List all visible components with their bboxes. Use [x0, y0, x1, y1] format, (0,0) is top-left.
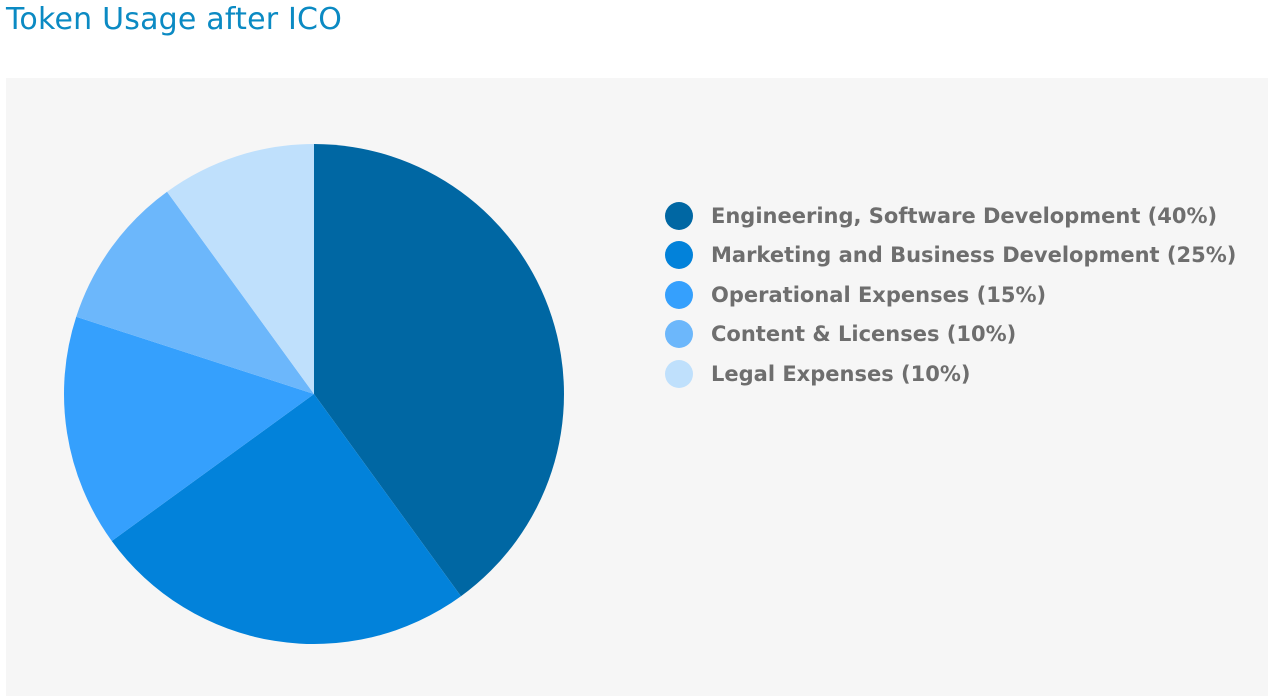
- chart-panel: Engineering, Software Development (40%) M…: [6, 78, 1268, 696]
- legend-item[interactable]: Marketing and Business Development (25%): [665, 236, 1236, 276]
- chart-title: Token Usage after ICO: [6, 2, 343, 37]
- pie-slice-5[interactable]: [167, 144, 314, 394]
- legend-swatch-icon: [665, 201, 693, 230]
- pie-chart: [62, 142, 566, 646]
- legend-swatch-icon: [665, 359, 693, 388]
- pie-slice-2[interactable]: [111, 394, 461, 644]
- pie-slice-3[interactable]: [64, 316, 314, 541]
- legend-label: Legal Expenses (10%): [711, 361, 971, 386]
- legend-item[interactable]: Engineering, Software Development (40%): [665, 196, 1236, 236]
- legend-item[interactable]: Content & Licenses (10%): [665, 315, 1236, 355]
- legend-swatch-icon: [665, 241, 693, 270]
- legend-label: Marketing and Business Development (25%): [711, 243, 1237, 268]
- legend-label: Operational Expenses (15%): [711, 282, 1047, 307]
- pie-slice-1[interactable]: [314, 144, 564, 597]
- pie-chart-svg: [64, 144, 564, 644]
- legend-swatch-icon: [665, 280, 693, 309]
- chart-legend: Engineering, Software Development (40%) M…: [665, 196, 1236, 394]
- legend-swatch-icon: [665, 320, 693, 349]
- legend-label: Engineering, Software Development (40%): [711, 203, 1218, 228]
- legend-item[interactable]: Operational Expenses (15%): [665, 275, 1236, 315]
- pie-slice-4[interactable]: [76, 191, 315, 394]
- legend-label: Content & Licenses (10%): [711, 322, 1017, 347]
- legend-item[interactable]: Legal Expenses (10%): [665, 354, 1236, 394]
